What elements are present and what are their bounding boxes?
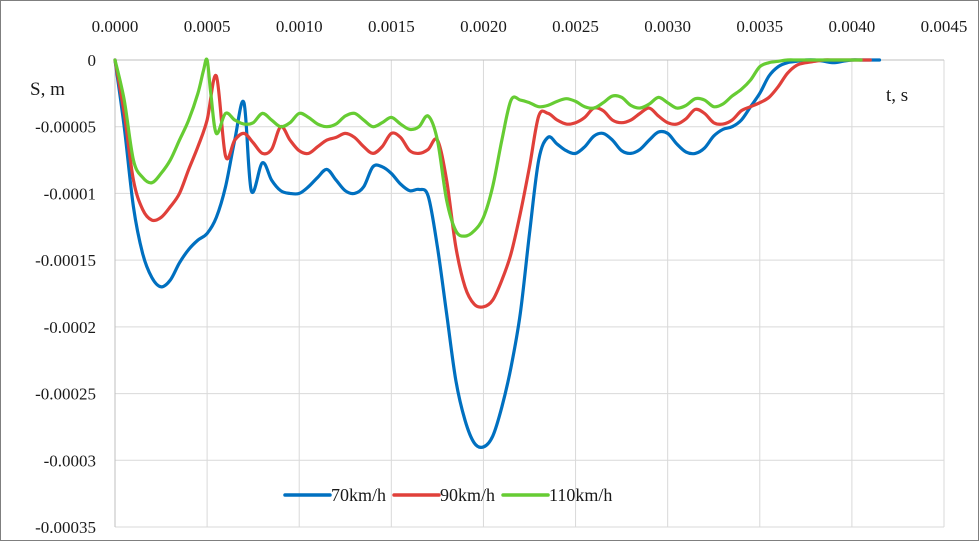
- gridlines: [115, 60, 945, 528]
- y-tick-label: -0.00025: [35, 385, 96, 404]
- x-axis-title: t, s: [886, 85, 908, 106]
- legend-label: 90km/h: [440, 485, 495, 505]
- x-tick-label: 0.0020: [460, 17, 507, 36]
- series-line-110km-h: [113, 57, 863, 238]
- y-axis-title: S, m: [30, 79, 65, 100]
- series-line-90km-h: [113, 58, 872, 309]
- y-tick-label: 0: [88, 51, 97, 70]
- x-tick-label: 0.0035: [736, 17, 783, 36]
- x-tick-label: 0.0010: [276, 17, 323, 36]
- x-tick-label: 0.0030: [644, 17, 691, 36]
- legend-label: 110km/h: [549, 485, 612, 505]
- x-tick-label: 0.0000: [92, 17, 139, 36]
- y-tick-label: -0.0001: [44, 184, 96, 203]
- y-tick-label: -0.0002: [44, 318, 96, 337]
- data-series: [113, 57, 882, 450]
- axes: 0.0000 0.0005 0.0010 0.0015 0.0020 0.0025 0.00…: [35, 17, 967, 537]
- x-tick-label: 0.0045: [921, 17, 968, 36]
- x-tick-label: 0.0015: [368, 17, 415, 36]
- y-tick-label: -0.00015: [35, 251, 96, 270]
- legend-label: 70km/h: [331, 485, 386, 505]
- x-tick-label: 0.0040: [829, 17, 876, 36]
- legend: 70km/h 90km/h 110km/h: [283, 485, 612, 505]
- y-tick-label: -0.00005: [35, 118, 96, 137]
- x-tick-label: 0.0025: [552, 17, 599, 36]
- x-tick-label: 0.0005: [184, 17, 231, 36]
- y-tick-label: -0.0003: [44, 451, 96, 470]
- y-tick-label: -0.00035: [35, 518, 96, 537]
